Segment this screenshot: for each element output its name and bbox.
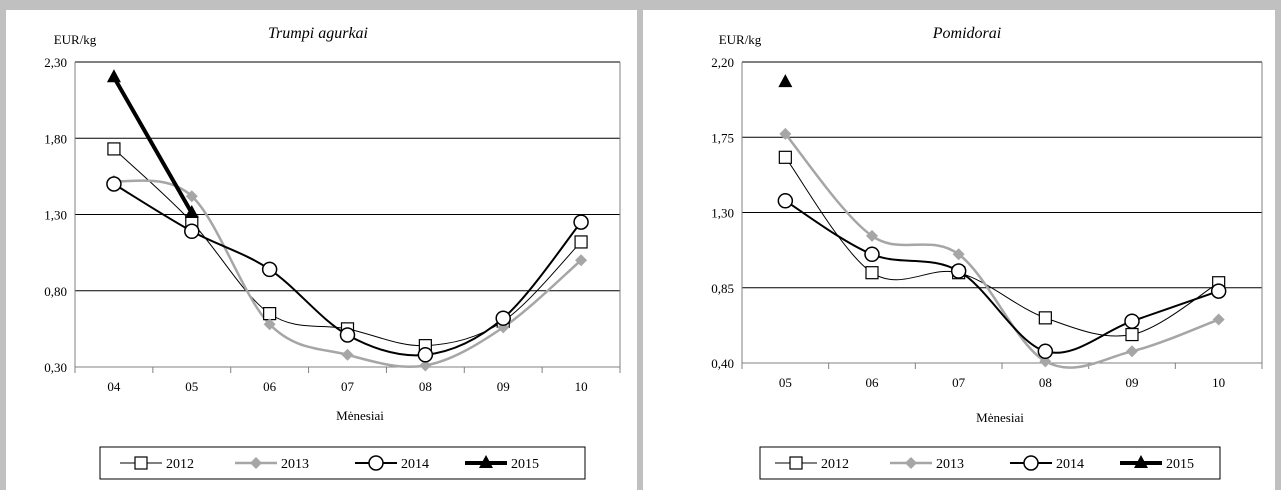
- data-point-2012: [1038, 311, 1052, 325]
- data-point-2013: [185, 190, 198, 203]
- data-point-2013: [419, 359, 432, 372]
- data-point-2014: [261, 261, 278, 278]
- data-point-2013: [341, 348, 354, 361]
- x-axis-label: Mėnesiai: [336, 408, 384, 423]
- legend-box: [759, 446, 1221, 480]
- legend-marker-2014: [1023, 455, 1039, 471]
- chart-panel-1: 0,30 0,80 1,30 1,80 2,30 04 05 06 07 08 09 10 EUR/kg…: [44, 25, 621, 480]
- y-tick-label: 0,40: [711, 356, 734, 371]
- data-point-2015: [184, 204, 199, 218]
- legend-label-2013: 2013: [281, 457, 309, 472]
- legend-marker-2012: [789, 456, 803, 470]
- data-point-2012: [263, 307, 277, 321]
- series-line-2012: [784, 156, 1220, 337]
- legend-label-2013: 2013: [936, 457, 964, 472]
- x-tick-label: 08: [419, 379, 432, 394]
- y-tick-label: 1,75: [711, 130, 734, 145]
- legend-marker-2015: [1134, 455, 1148, 468]
- x-tick-label: 09: [497, 379, 510, 394]
- data-point-2014: [1124, 313, 1140, 329]
- y-tick-label: 0,30: [44, 360, 67, 375]
- legend-label-2015: 2015: [1166, 457, 1194, 472]
- data-point-2013: [263, 318, 276, 331]
- y-tick-label: 2,20: [711, 55, 734, 70]
- data-point-2014: [106, 176, 122, 192]
- y-tick-label: 1,30: [44, 208, 67, 223]
- data-point-2014: [495, 310, 511, 326]
- y-tick-label: 0,85: [711, 281, 734, 296]
- legend-marker-2013: [250, 457, 262, 469]
- x-tick-label: 04: [107, 379, 121, 394]
- data-point-2013: [1126, 345, 1138, 358]
- chart-title: Trumpi agurkai: [268, 25, 368, 42]
- data-point-2012: [574, 235, 588, 249]
- y-tick-label: 0,80: [44, 284, 67, 299]
- unit-label: EUR/kg: [54, 32, 97, 47]
- data-point-2014: [417, 347, 434, 363]
- data-point-2014: [777, 193, 794, 209]
- data-point-2013: [1212, 313, 1225, 326]
- x-tick-label: 10: [575, 379, 588, 394]
- series-line-2015: [111, 75, 194, 215]
- unit-label: EUR/kg: [719, 32, 762, 47]
- chart-title: Pomidorai: [932, 25, 1001, 42]
- data-point-2014: [1037, 343, 1054, 360]
- data-point-2012: [1125, 327, 1139, 342]
- x-tick-label: 10: [1212, 375, 1225, 390]
- x-tick-label: 09: [1126, 375, 1139, 390]
- data-point-2012: [865, 266, 879, 280]
- x-tick-label: 05: [185, 379, 198, 394]
- data-point-2013: [866, 229, 878, 242]
- legend-marker-2014: [368, 455, 384, 471]
- data-point-2014: [1210, 283, 1227, 299]
- data-point-2014: [184, 223, 200, 240]
- data-point-2013: [952, 248, 965, 261]
- x-tick-label: 08: [1039, 375, 1052, 390]
- data-point-2015: [106, 69, 121, 83]
- data-point-2014: [864, 246, 880, 263]
- x-tick-label: 06: [263, 379, 277, 394]
- data-point-2012: [107, 142, 121, 156]
- legend-marker-2013: [905, 457, 917, 469]
- data-point-2014: [339, 327, 356, 343]
- legend-label-2015: 2015: [511, 457, 539, 472]
- data-point-2013: [575, 254, 588, 267]
- legend-label-2014: 2014: [1056, 457, 1084, 472]
- x-tick-label: 06: [866, 375, 880, 390]
- data-point-2012: [778, 150, 792, 164]
- x-tick-label: 05: [779, 375, 792, 390]
- legend-label-2014: 2014: [401, 457, 429, 472]
- data-point-2013: [779, 127, 792, 140]
- legend-marker-2015: [479, 455, 493, 468]
- y-tick-label: 1,30: [711, 206, 734, 221]
- chart-panel-2: 0,40 0,85 1,30 1,75 2,20 05 06 07 08 09 10 EUR/kg Po…: [711, 25, 1263, 480]
- legend-marker-2012: [134, 456, 148, 470]
- legend-label-2012: 2012: [821, 457, 849, 472]
- x-tick-label: 07: [341, 379, 355, 394]
- x-axis-label: Mėnesiai: [976, 410, 1024, 425]
- y-tick-label: 1,80: [44, 131, 67, 146]
- y-tick-label: 2,30: [44, 55, 67, 70]
- data-point-2014: [950, 263, 967, 279]
- data-point-2015: [778, 74, 793, 88]
- x-tick-label: 07: [952, 375, 966, 390]
- data-point-2014: [573, 214, 589, 230]
- legend-label-2012: 2012: [166, 457, 194, 472]
